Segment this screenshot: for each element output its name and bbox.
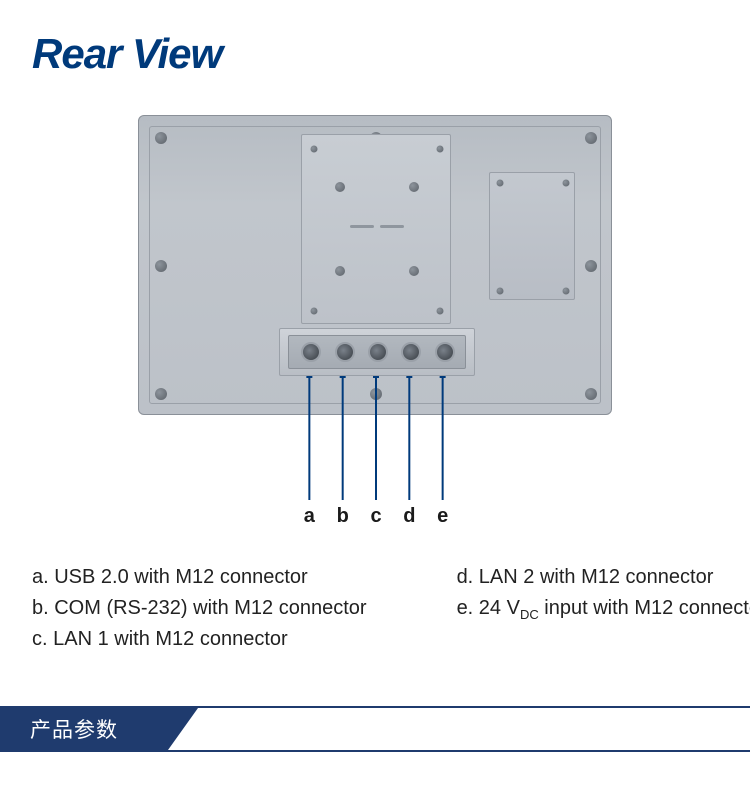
legend-item-d: d. LAN 2 with M12 connector <box>457 562 750 593</box>
center-panel <box>301 134 451 324</box>
panel-screw <box>497 180 504 187</box>
rear-view-diagram <box>138 115 612 415</box>
vent-slot <box>350 225 374 228</box>
m12-connector-c <box>368 342 388 362</box>
legend-column-left: a. USB 2.0 with M12 connectorb. COM (RS-… <box>32 562 367 655</box>
vent-slot <box>380 225 404 228</box>
right-panel <box>489 172 575 300</box>
chassis-screw <box>155 260 167 272</box>
panel-screw <box>497 288 504 295</box>
panel-screw <box>563 180 570 187</box>
chassis-screw <box>585 388 597 400</box>
m12-connector-e <box>435 342 455 362</box>
panel-screw <box>437 146 444 153</box>
chassis-screw <box>370 388 382 400</box>
legend-item-b: b. COM (RS-232) with M12 connector <box>32 593 367 624</box>
legend-item-c: c. LAN 1 with M12 connector <box>32 624 367 655</box>
m12-connector-b <box>335 342 355 362</box>
panel-screw <box>311 308 318 315</box>
m12-connector-d <box>401 342 421 362</box>
port-labels-row: abcde <box>0 505 750 535</box>
port-label-c: c <box>370 505 381 528</box>
panel-screw <box>437 308 444 315</box>
port-label-d: d <box>403 505 415 528</box>
port-label-e: e <box>437 505 448 528</box>
mount-screw <box>335 182 345 192</box>
connector-bar <box>279 328 475 376</box>
port-label-a: a <box>304 505 315 528</box>
mount-screw <box>335 266 345 276</box>
legend: a. USB 2.0 with M12 connectorb. COM (RS-… <box>32 562 718 655</box>
panel-screw <box>311 146 318 153</box>
mount-screw <box>409 266 419 276</box>
footer-label-box: 产品参数 <box>0 708 198 750</box>
panel-screw <box>563 288 570 295</box>
port-label-b: b <box>337 505 349 528</box>
m12-connector-a <box>301 342 321 362</box>
chassis-screw <box>155 132 167 144</box>
legend-item-e: e. 24 VDC input with M12 connector <box>457 593 750 625</box>
chassis-screw <box>155 388 167 400</box>
legend-item-a: a. USB 2.0 with M12 connector <box>32 562 367 593</box>
chassis <box>138 115 612 415</box>
page-title: Rear View <box>32 30 222 78</box>
chassis-screw <box>585 260 597 272</box>
mount-screw <box>409 182 419 192</box>
chassis-screw <box>585 132 597 144</box>
footer-label: 产品参数 <box>30 714 118 744</box>
footer-bar: 产品参数 <box>0 706 750 752</box>
legend-column-right: d. LAN 2 with M12 connectore. 24 VDC inp… <box>457 562 750 655</box>
